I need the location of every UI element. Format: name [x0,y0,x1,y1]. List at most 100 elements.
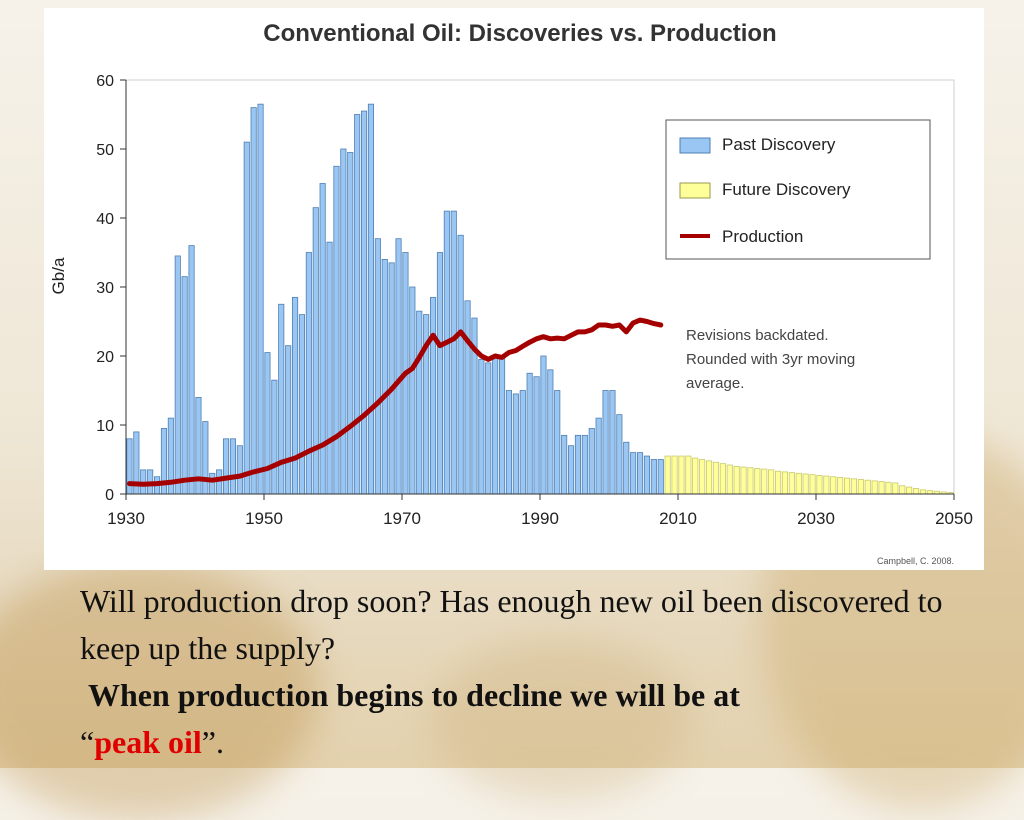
past-discovery-bar [209,472,216,495]
past-discovery-bar [340,148,347,495]
annotation-line-2: Rounded with 3yr moving [686,351,855,368]
y-tick-label: 60 [96,73,114,90]
close-quote: ”. [201,724,224,760]
past-discovery-bar [457,234,464,495]
x-tick-label: 2030 [797,509,835,528]
past-discovery-bar [229,438,237,495]
past-discovery-bar [533,376,540,495]
legend-label-future-discovery: Future Discovery [722,180,851,199]
past-discovery-bar [285,345,292,495]
y-tick-label: 20 [96,349,114,366]
statement-text: When production begins to decline we wil… [88,677,740,713]
future-discovery-bar [885,481,892,495]
production-line [127,317,664,487]
x-tick-label: 1990 [521,509,559,528]
y-tick-label: 30 [96,280,114,297]
past-discovery-bar [498,355,506,495]
question-text: Will production drop soon? Has enough ne… [80,583,943,666]
past-discovery-bar [243,141,250,495]
past-discovery-bar [643,455,650,495]
past-discovery-bar [657,459,664,495]
future-discovery-bar [692,457,699,495]
oil-chart: Conventional Oil: Discoveries vs. Produc… [49,20,973,566]
past-discovery-bar [271,379,278,495]
future-discovery-bar [850,478,857,495]
y-tick-label: 10 [96,418,114,435]
past-discovery-bar [616,414,623,495]
past-discovery-bar [540,355,547,495]
future-discovery-bar [816,474,823,495]
legend: Past Discovery Future Discovery Producti… [665,119,931,260]
past-discovery-bar [360,110,368,495]
future-discovery-bar [671,455,678,495]
source-credit: Campbell, C. 2008. [877,556,954,566]
chart-panel: Conventional Oil: Discoveries vs. Produc… [44,8,984,570]
future-discovery-bar [823,475,830,495]
future-discovery-bar [871,480,878,495]
future-discovery-bar [726,464,733,495]
past-discovery-bar [354,114,361,495]
past-discovery-bar [333,165,340,495]
past-discovery-bar [602,390,609,495]
past-discovery-bar [478,359,485,495]
past-discovery-bar [264,352,271,495]
future-discovery-bar [878,481,885,495]
past-discovery-bar [554,390,561,495]
future-discovery-bar [899,485,906,495]
past-discovery-bar [609,390,616,495]
y-tick-label: 40 [96,211,114,228]
x-tick-label: 2050 [935,509,973,528]
past-discovery-bar [568,445,575,495]
past-discovery-bar [443,210,450,495]
future-discovery-bar [678,455,685,495]
past-discovery-bar [595,417,602,495]
past-discovery-bar [388,262,395,495]
past-discovery-bar [409,286,416,495]
past-discovery-bar [305,252,312,495]
past-discovery-bar [181,276,188,495]
past-discovery-bar [485,362,492,495]
future-discovery-bar [719,463,726,495]
future-discovery-bar [761,468,768,495]
past-discovery-bar [450,210,457,495]
past-discovery-bar [395,238,402,495]
annotation-line-3: average. [686,375,744,392]
past-discovery-bar [561,434,568,495]
past-discovery-bar [381,258,388,495]
past-discovery-bar [298,314,306,495]
y-tick-label: 50 [96,142,114,159]
future-discovery-bar [844,477,851,495]
future-discovery-bar [809,474,816,495]
future-discovery-bar [864,479,871,495]
past-discovery-bar [250,107,257,495]
past-discovery-bar [326,241,333,495]
past-discovery-bar [236,445,243,495]
future-discovery-bar [830,476,837,495]
past-discovery-bar [630,452,637,495]
past-discovery-bar [637,452,644,495]
past-discovery-bar [519,390,526,495]
past-discovery-bar [581,434,588,495]
slide-caption: Will production drop soon? Has enough ne… [80,578,980,766]
future-discovery-bars [664,455,954,495]
future-discovery-bar [699,459,706,495]
statement-line: When production begins to decline we wil… [80,672,980,719]
past-discovery-bar [464,300,471,495]
peak-oil-line: “peak oil”. [80,719,980,766]
legend-swatch-past-discovery [679,137,711,154]
future-discovery-bar [919,489,926,495]
past-discovery-bar [429,296,437,495]
past-discovery-bar [547,369,554,495]
future-discovery-bar [795,472,802,495]
past-discovery-bar [202,421,209,495]
past-discovery-bar [291,296,299,495]
past-discovery-bar [623,441,630,495]
future-discovery-bar [664,455,671,495]
y-axis-label: Gb/a [49,257,68,294]
past-discovery-bar [367,103,374,495]
past-discovery-bars [126,103,664,495]
future-discovery-bar [857,479,864,495]
production-line-layer [127,317,664,487]
past-discovery-bar [222,438,230,495]
